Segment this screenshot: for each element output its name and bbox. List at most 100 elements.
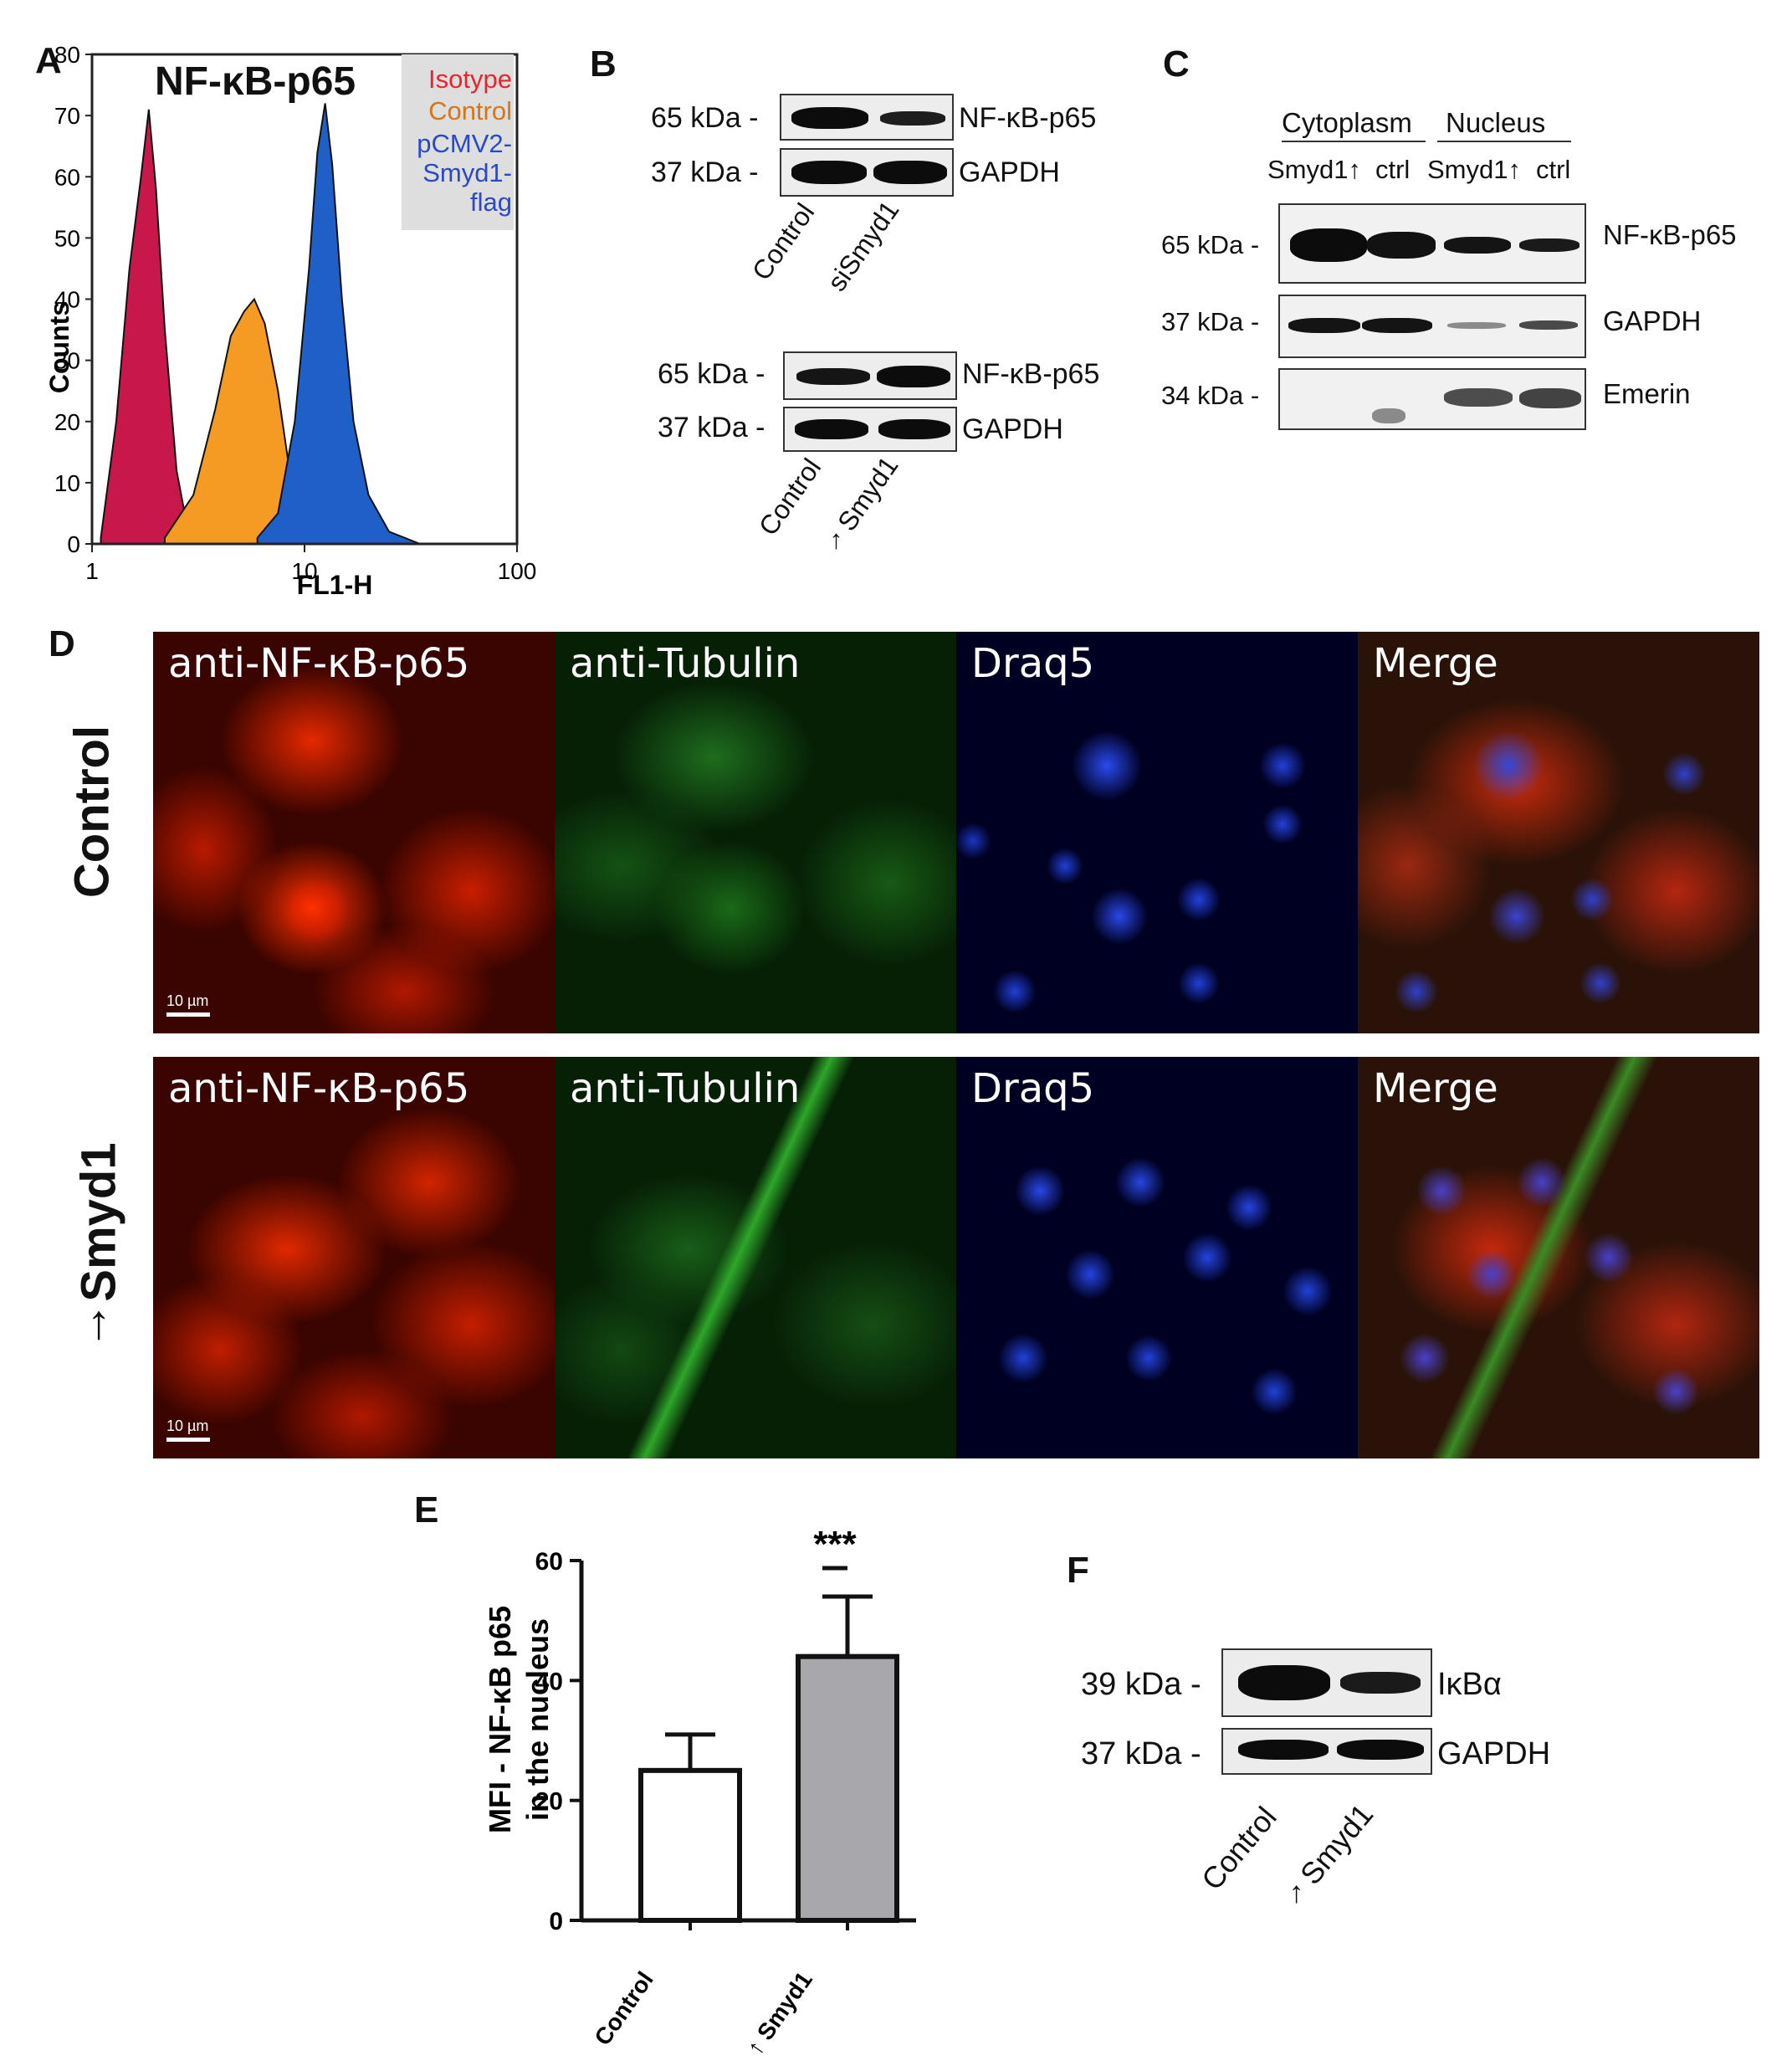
f-lane-smyd1: ↑ Smyd1 <box>1278 1797 1380 1910</box>
d-control-draq5-title: Draq5 <box>971 640 1095 687</box>
b-top-prot-p65: NF-κB-p65 <box>959 102 1097 134</box>
d-control-nfkb-image: anti-NF-κB-p65 10 µm <box>153 632 555 1033</box>
d-smyd1-merge-title: Merge <box>1373 1065 1498 1112</box>
b-top-blot-p65 <box>780 94 954 141</box>
d-smyd1-draq5-title: Draq5 <box>971 1065 1095 1112</box>
c-group-cytoplasm-underline <box>1282 141 1426 142</box>
band <box>795 419 868 439</box>
d-smyd1-scalebar: 10 µm <box>166 1417 210 1442</box>
c-group-cytoplasm: Cytoplasm <box>1282 107 1412 138</box>
b-top-lane-control: Control <box>745 197 821 286</box>
panel-e-bar-chart: 0 20 40 60 MFI - NF-κB p65 in the nucleus *… <box>483 1524 916 2058</box>
b-top-prot-gapdh: GAPDH <box>959 156 1060 188</box>
legend-smyd1-line3: flag <box>470 187 512 217</box>
c-group-nucleus: Nucleus <box>1446 107 1546 138</box>
band <box>1337 1740 1424 1760</box>
y-tick-label: 20 <box>535 1788 563 1816</box>
y-tick-label: 30 <box>54 348 80 374</box>
c-lane-4: ctrl <box>1536 155 1571 184</box>
panel-e-ylabel-line1: MFI - NF-κB p65 <box>483 1606 517 1833</box>
f-lane-control: Control <box>1194 1800 1283 1897</box>
c-lane-3: Smyd1↑ <box>1427 155 1521 184</box>
f-lane-smyd1-label: Smyd1 <box>1293 1797 1380 1891</box>
b-bot-blot-gapdh <box>783 407 957 452</box>
d-control-merge-title: Merge <box>1373 640 1498 687</box>
y-tick-label: 70 <box>54 103 80 129</box>
band <box>1238 1740 1329 1760</box>
b-bot-blot-p65 <box>783 351 957 400</box>
c-kda-65: 65 kDa - <box>1161 230 1260 259</box>
y-tick-label: 50 <box>54 225 80 251</box>
c-kda-34: 34 kDa - <box>1161 381 1260 410</box>
d-row2-label: ↑Smyd1 <box>71 1142 127 1349</box>
d-smyd1-nfkb-image: anti-NF-κB-p65 10 µm <box>153 1057 555 1458</box>
panel-e-label: E <box>414 1489 439 1530</box>
c-group-nucleus-underline <box>1437 141 1571 142</box>
band <box>1519 388 1581 408</box>
d-smyd1-merge-image: Merge <box>1358 1057 1759 1458</box>
band <box>796 368 870 385</box>
band <box>1362 318 1432 333</box>
f-blot-gapdh <box>1221 1728 1432 1775</box>
d-smyd1-nfkb-title: anti-NF-κB-p65 <box>168 1065 470 1112</box>
d-control-scalebar: 10 µm <box>166 992 210 1017</box>
b-bot-lane-smyd1: ↑ Smyd1 <box>820 451 905 555</box>
legend-control: Control <box>428 96 512 126</box>
band <box>1290 228 1367 262</box>
d-control-nfkb-title: anti-NF-κB-p65 <box>168 640 470 687</box>
c-blot-emerin <box>1278 368 1586 430</box>
band <box>873 161 947 184</box>
c-lane-2: ctrl <box>1375 155 1411 184</box>
b-bot-prot-p65: NF-κB-p65 <box>962 358 1100 390</box>
band <box>1519 238 1580 252</box>
band <box>791 161 867 184</box>
b-top-kda-37: 37 kDa - <box>651 156 759 188</box>
d-control-merge-image: Merge <box>1358 632 1759 1033</box>
y-tick-label: 0 <box>549 1908 563 1935</box>
y-tick-label: 60 <box>54 164 80 190</box>
panel-e-cat-smyd1: ↑ Smyd1 <box>741 1967 817 2058</box>
d-control-tubulin-image: anti-Tubulin <box>555 632 956 1033</box>
band <box>1340 1672 1421 1694</box>
panel-a-ylabel: Counts <box>44 301 74 393</box>
y-tick-label: 40 <box>535 1668 563 1695</box>
band <box>1372 408 1405 423</box>
f-prot-gapdh: GAPDH <box>1437 1736 1551 1771</box>
b-top-lane-sismyd1: siSmyd1 <box>821 195 905 297</box>
bar-1 <box>638 1767 742 1924</box>
c-prot-gapdh: GAPDH <box>1603 305 1702 336</box>
c-blot-gapdh <box>1278 295 1586 358</box>
y-tick-label: 80 <box>54 42 80 68</box>
band <box>878 419 950 439</box>
f-prot-ikba: IκBα <box>1437 1667 1502 1702</box>
legend-smyd1-line1: pCMV2- <box>417 129 512 158</box>
c-prot-emerin: Emerin <box>1603 378 1691 409</box>
d-row2-label-text: Smyd1 <box>71 1142 126 1302</box>
band <box>877 366 950 387</box>
band <box>1444 388 1513 407</box>
band <box>1447 322 1506 329</box>
panel-b-label: B <box>590 44 617 85</box>
b-bot-kda-65: 65 kDa - <box>658 358 765 390</box>
y-tick-label: 0 <box>67 531 80 557</box>
f-kda-39: 39 kDa - <box>1081 1667 1201 1702</box>
d-row2-arrow-icon: ↑ <box>86 1294 111 1350</box>
panel-e-cat-smyd1-label: Smyd1 <box>752 1967 817 2045</box>
d-row1-label: Control <box>64 725 120 898</box>
panel-e-ylabel-line2: in the nucleus <box>520 1618 555 1821</box>
d-smyd1-tubulin-image: anti-Tubulin <box>555 1057 956 1458</box>
panel-a-label: A <box>35 40 62 81</box>
band <box>791 107 868 129</box>
panel-a-histogram: 0 10 20 30 40 50 60 70 80 1 10 100 NF-κB-p65 Isotyp… <box>44 42 536 600</box>
panel-f-label: F <box>1067 1550 1089 1591</box>
band <box>1519 320 1578 330</box>
c-lane-1: Smyd1↑ <box>1267 155 1361 184</box>
histogram-series-1 <box>100 109 202 545</box>
up-arrow-icon: ↑ <box>1288 1874 1304 1910</box>
b-top-kda-65: 65 kDa - <box>651 102 759 134</box>
panel-d-label: D <box>49 623 75 664</box>
panel-e-significance: *** <box>813 1524 857 1565</box>
band <box>880 111 945 126</box>
scalebar-label: 10 µm <box>166 992 209 1009</box>
c-prot-p65: NF-κB-p65 <box>1603 219 1737 250</box>
